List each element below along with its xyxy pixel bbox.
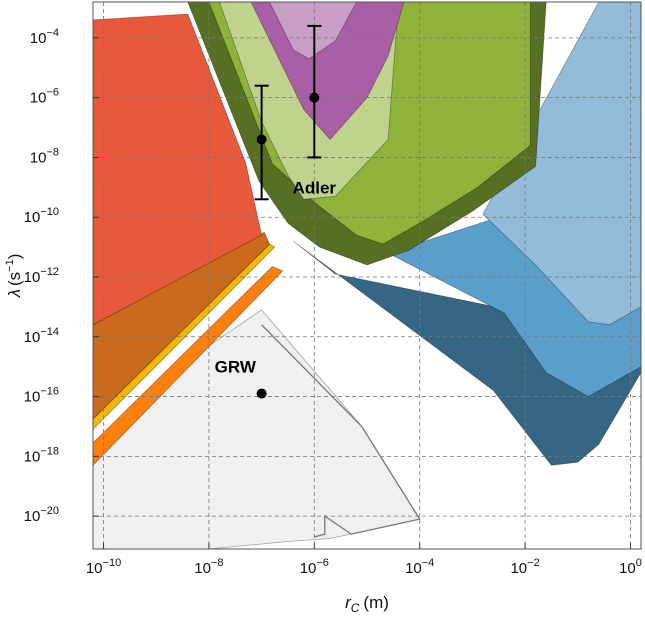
annotations: Adler GRW [215,178,337,376]
y-tick-label: 10−10 [24,206,59,226]
x-tick-label: 10−2 [510,557,539,577]
x-axis-symbol: r [345,593,352,612]
x-axis-title: rC (m) [345,593,389,615]
data-points [254,24,322,399]
y-axis-symbol: λ [5,289,24,298]
region-5 [292,240,641,466]
y-axis-title: λ (s−1) [4,254,24,299]
y-axis-unit-close: ) [5,254,24,260]
annotation-adler: Adler [293,178,337,197]
region-12 [269,2,357,60]
x-axis-unit: (m) [363,593,388,612]
y-axis-unit-open: (s [5,272,24,286]
x-tick-label: 10−8 [194,557,223,577]
grw-point [256,388,267,399]
y-tick-label: 10−20 [24,505,59,525]
y-tick-label: 10−12 [24,266,59,286]
x-tick-label: 10−6 [300,557,329,577]
axis-ticks: 10−10 10−8 10−6 10−4 10−2 100 10−4 10−6 10−8 10−1… [24,27,642,577]
y-tick-label: 10−4 [30,27,59,47]
y-tick-label: 10−14 [24,326,59,346]
y-axis-unit-exp: −1 [4,259,16,272]
annotation-grw: GRW [215,358,257,377]
y-tick-label: 10−18 [24,445,59,465]
x-tick-label: 10−4 [405,557,434,577]
y-tick-label: 10−16 [24,386,59,406]
plot-frame [92,1,642,550]
outline-0 [261,324,421,538]
error-point [309,92,320,103]
x-axis-subscript: C [351,601,360,615]
grid-lines [93,2,641,549]
y-tick-label: 10−8 [30,146,59,166]
x-tick-label: 10−10 [86,557,121,577]
y-tick-label: 10−6 [30,87,59,107]
exclusion-regions [93,2,641,549]
region-3 [93,231,270,420]
region-1 [93,266,284,466]
region-4 [93,13,263,326]
x-tick-label: 100 [619,557,642,577]
region-outlines [261,324,421,538]
error-point [256,134,267,145]
region-7 [482,2,641,326]
